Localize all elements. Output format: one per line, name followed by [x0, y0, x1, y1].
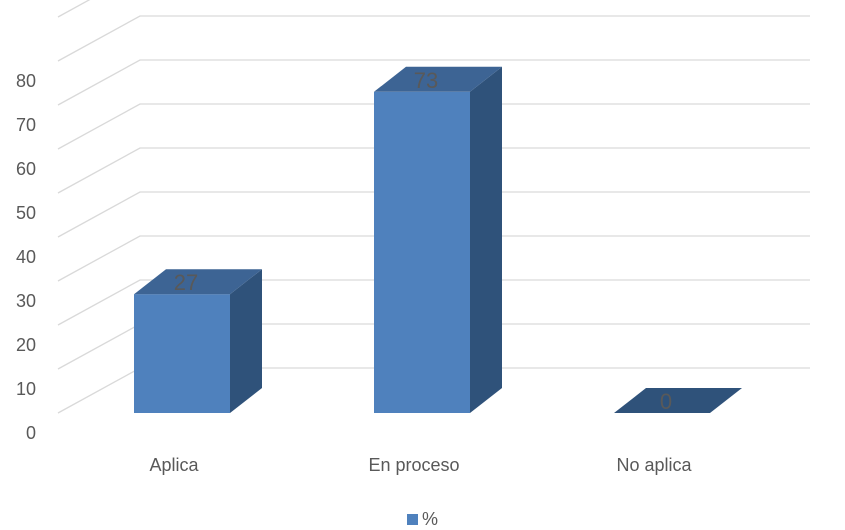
gridline: [57, 15, 810, 62]
legend: %: [0, 508, 845, 530]
x-tick-label: No aplica: [616, 455, 692, 475]
y-tick-label: 10: [16, 379, 36, 399]
legend-label: %: [421, 508, 438, 529]
y-tick-label: 50: [16, 203, 36, 223]
gridline: [57, 235, 810, 282]
y-axis-ticks: 0 10 20 30 40 50 60 70 80: [16, 71, 36, 443]
bar-front: [134, 294, 230, 413]
gridline: [57, 103, 810, 150]
bar-top: [614, 388, 742, 413]
y-tick-label: 30: [16, 291, 36, 311]
bars: 27 73 0: [134, 66, 742, 414]
bar: [374, 66, 502, 414]
bar-top: [374, 66, 502, 92]
data-label: 0: [660, 389, 672, 414]
bar-top: [134, 269, 262, 295]
y-tick-label: 20: [16, 335, 36, 355]
y-tick-label: 70: [16, 115, 36, 135]
y-tick-label: 60: [16, 159, 36, 179]
data-label: 73: [414, 68, 438, 93]
bar-front: [374, 91, 470, 414]
gridline: [57, 147, 810, 194]
data-label: 27: [174, 270, 198, 295]
y-tick-label: 80: [16, 71, 36, 91]
gridline: [57, 191, 810, 238]
gridline: [57, 279, 810, 326]
gridline: [57, 0, 91, 18]
bar: [134, 269, 262, 413]
bar: [614, 388, 742, 413]
bar-side: [470, 66, 502, 414]
bar-side: [230, 269, 262, 413]
x-tick-label: Aplica: [149, 455, 199, 475]
x-tick-label: En proceso: [368, 455, 459, 475]
gridline: [57, 59, 810, 106]
y-tick-label: 40: [16, 247, 36, 267]
x-axis-ticks: Aplica En proceso No aplica: [149, 455, 692, 475]
legend-swatch: [406, 513, 418, 525]
gridlines: [57, 0, 810, 414]
y-tick-label: 0: [26, 423, 36, 443]
